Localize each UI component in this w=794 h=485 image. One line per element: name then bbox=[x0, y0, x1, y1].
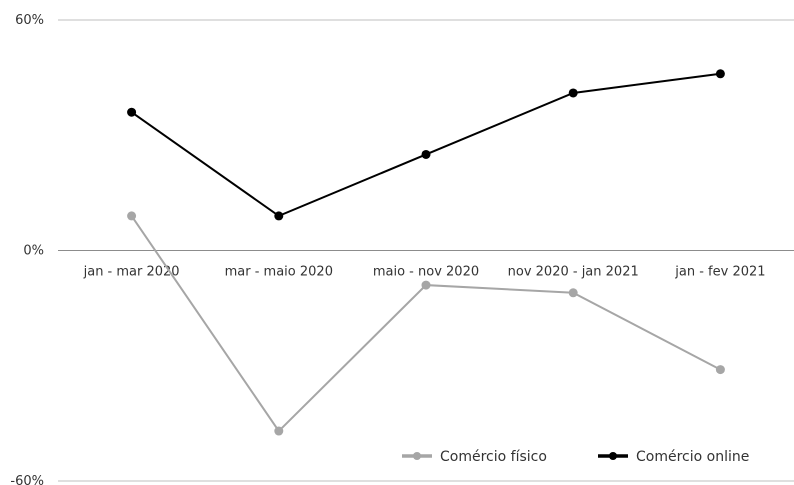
data-point-online bbox=[421, 149, 431, 159]
x-axis-labels: jan - mar 2020 mar - maio 2020 maio - nov … bbox=[83, 265, 766, 280]
series-line-fisico bbox=[130, 215, 721, 433]
data-point-fisico bbox=[568, 288, 578, 298]
data-point-online bbox=[274, 211, 284, 221]
x-tick-label: nov 2020 - jan 2021 bbox=[508, 265, 639, 280]
data-point-online bbox=[715, 69, 725, 79]
legend-label-fisico: Comércio físico bbox=[440, 449, 547, 465]
x-tick-label: maio - nov 2020 bbox=[373, 265, 479, 280]
legend: Comércio físico Comércio online bbox=[402, 449, 749, 465]
series-line-online bbox=[131, 72, 721, 218]
series-points bbox=[127, 69, 725, 436]
data-point-online bbox=[127, 107, 137, 117]
legend-label-online: Comércio online bbox=[636, 449, 749, 465]
series-lines bbox=[130, 72, 721, 433]
y-tick-label: 60% bbox=[15, 13, 44, 28]
y-axis-ticks: 60% 0% -60% bbox=[10, 13, 44, 485]
legend-marker-online bbox=[609, 452, 617, 460]
legend-item-fisico: Comércio físico bbox=[402, 449, 547, 465]
data-point-fisico bbox=[127, 211, 137, 221]
y-tick-label: 0% bbox=[23, 244, 44, 259]
x-tick-label: jan - fev 2021 bbox=[674, 265, 765, 280]
data-point-fisico bbox=[715, 365, 725, 375]
data-point-fisico bbox=[421, 280, 431, 290]
legend-marker-fisico bbox=[413, 452, 421, 460]
x-tick-label: mar - maio 2020 bbox=[225, 265, 333, 280]
x-tick-label: jan - mar 2020 bbox=[83, 265, 180, 280]
gridlines bbox=[58, 19, 794, 482]
data-point-online bbox=[568, 88, 578, 98]
y-tick-label: -60% bbox=[10, 474, 44, 485]
data-point-fisico bbox=[274, 426, 284, 436]
legend-item-online: Comércio online bbox=[598, 449, 749, 465]
